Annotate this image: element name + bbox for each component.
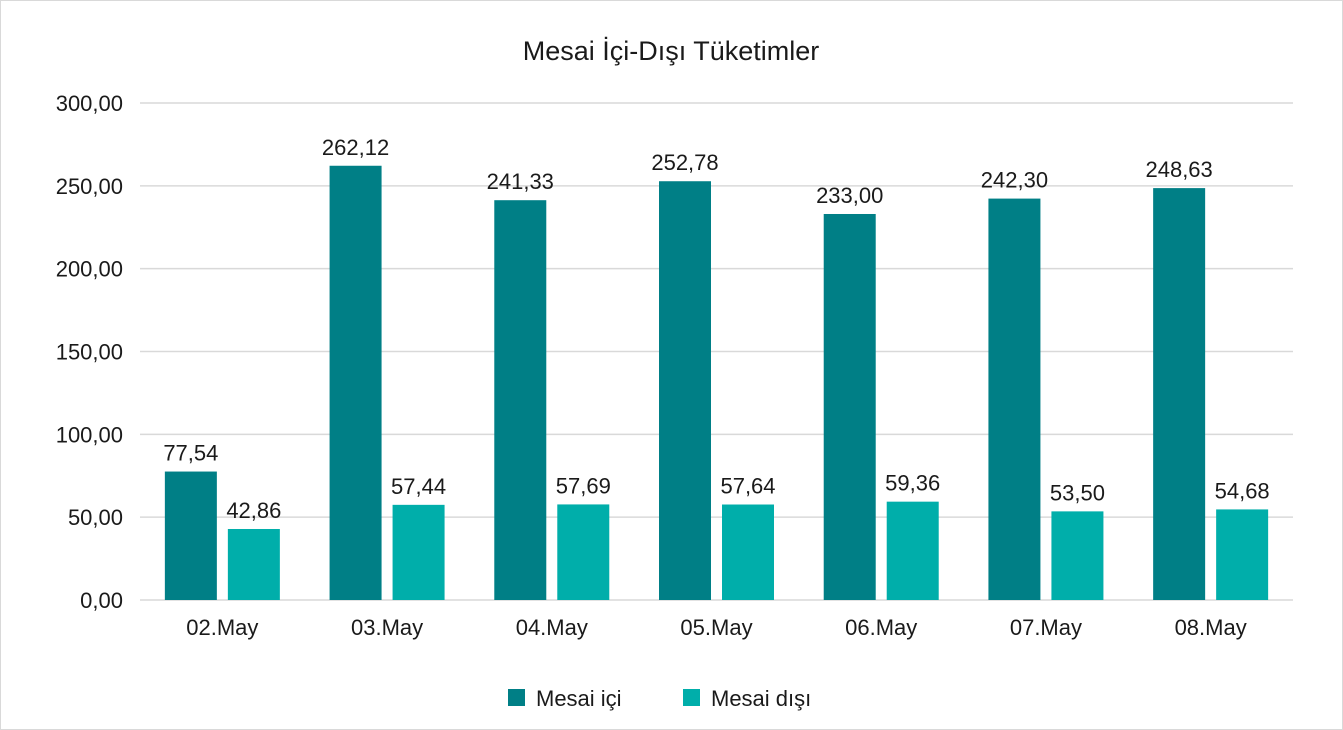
chart-title: Mesai İçi-Dışı Tüketimler (523, 35, 820, 66)
bar (1216, 509, 1269, 600)
y-tick-label: 200,00 (56, 257, 123, 282)
data-label: 57,69 (556, 473, 611, 498)
y-tick-label: 100,00 (56, 422, 123, 447)
y-tick-label: 0,00 (80, 588, 123, 613)
y-axis-ticks: 0,00 50,00 100,00 150,00 200,00 250,00 300,00 (56, 91, 123, 613)
data-label: 241,33 (487, 169, 554, 194)
bar (164, 471, 217, 600)
data-label: 252,78 (651, 150, 718, 175)
bar (329, 165, 382, 601)
x-tick-label: 08.May (1175, 615, 1247, 640)
data-label: 233,00 (816, 183, 883, 208)
legend-item[interactable]: Mesai içi (508, 686, 622, 711)
data-labels: 77,54 42,86 262,12 57,44 241,33 57,69 252,78 57… (163, 135, 1269, 523)
data-label: 242,30 (981, 168, 1048, 193)
bar (722, 504, 774, 600)
data-label: 57,64 (720, 474, 775, 499)
x-tick-label: 04.May (516, 615, 588, 640)
bar (1153, 188, 1206, 600)
data-label: 77,54 (163, 441, 218, 466)
data-label: 57,44 (391, 474, 446, 499)
legend-label: Mesai içi (536, 686, 622, 711)
x-tick-label: 02.May (186, 615, 258, 640)
y-tick-label: 150,00 (56, 340, 123, 365)
bar (988, 198, 1041, 600)
data-label: 262,12 (322, 135, 389, 160)
bar (823, 213, 876, 600)
legend-swatch (508, 689, 525, 706)
bar (494, 200, 547, 600)
bar (227, 528, 280, 600)
data-label: 42,86 (226, 498, 281, 523)
bar (557, 504, 610, 600)
y-tick-label: 50,00 (68, 505, 123, 530)
data-label: 54,68 (1215, 478, 1270, 503)
x-tick-label: 07.May (1010, 615, 1082, 640)
bar (886, 501, 939, 600)
x-tick-label: 06.May (845, 615, 917, 640)
x-tick-label: 05.May (680, 615, 752, 640)
x-axis-ticks: 02.May 03.May 04.May 05.May 06.May 07.May 08.M… (186, 615, 1246, 640)
data-label: 53,50 (1050, 480, 1105, 505)
legend-label: Mesai dışı (711, 686, 811, 711)
data-label: 248,63 (1145, 157, 1212, 182)
legend-swatch (683, 689, 700, 706)
y-tick-label: 250,00 (56, 174, 123, 199)
x-tick-label: 03.May (351, 615, 423, 640)
bar (659, 181, 711, 601)
legend: Mesai içi Mesai dışı (508, 686, 811, 711)
data-label: 59,36 (885, 471, 940, 496)
bars (164, 165, 1269, 601)
y-tick-label: 300,00 (56, 91, 123, 116)
bar (1051, 511, 1104, 600)
bar (392, 504, 445, 600)
legend-item[interactable]: Mesai dışı (683, 686, 811, 711)
gridlines (140, 102, 1293, 601)
